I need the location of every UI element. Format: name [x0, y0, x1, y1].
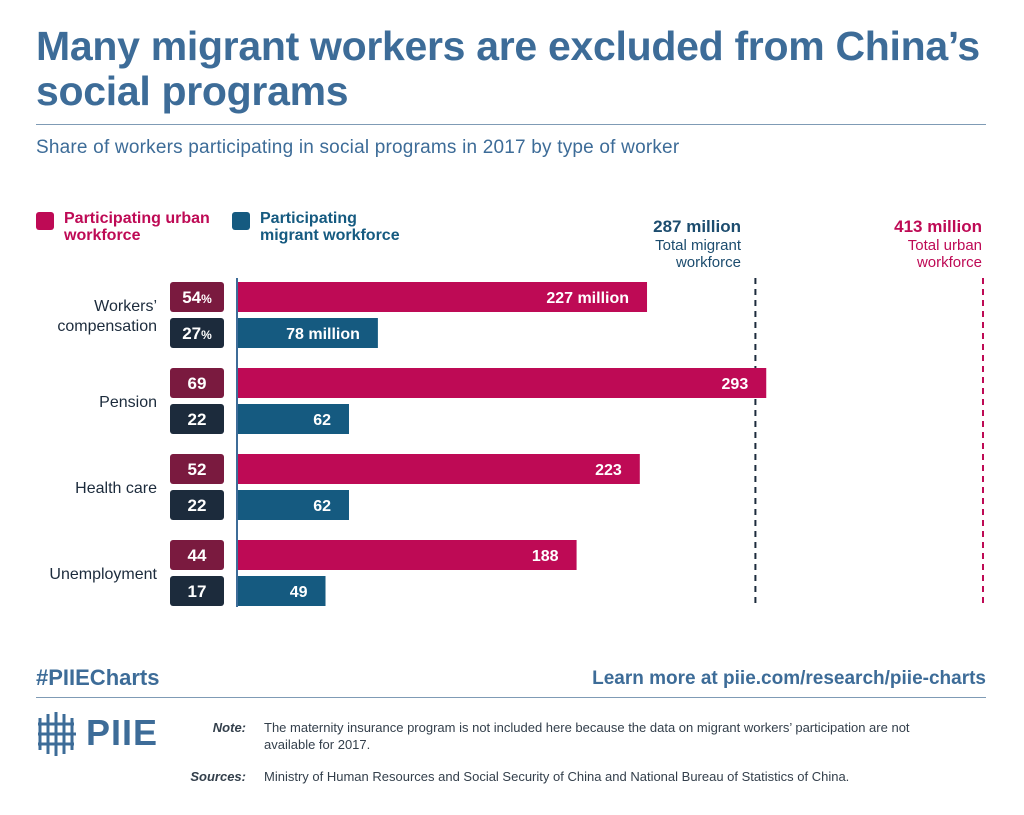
share-label-urban: 52: [188, 460, 207, 479]
footer-divider: [36, 697, 986, 698]
value-label-urban: 223: [595, 462, 622, 479]
bar-migrant: [237, 404, 349, 434]
note-row: Note: The maternity insurance program is…: [160, 719, 964, 753]
category-label: Workers’ compensation: [57, 298, 157, 335]
value-label-migrant: 49: [290, 584, 308, 601]
logo-text: PIIE: [86, 712, 159, 753]
legend-swatch-urban: [36, 212, 54, 230]
share-label-migrant: 22: [188, 496, 207, 515]
note-text: The maternity insurance program is not i…: [264, 720, 910, 752]
category-label: Unemployment: [49, 566, 157, 583]
bar-migrant: [237, 576, 326, 606]
bar-migrant: [237, 318, 378, 348]
bar-chart: Workers’ compensation 54% 227 million 27% 78 …: [49, 278, 984, 607]
share-badge-migrant: [170, 490, 224, 520]
legend-label-urban: Participating urban workforce: [64, 210, 210, 244]
value-label-migrant: 78 million: [286, 326, 360, 343]
bar-migrant: [237, 490, 349, 520]
ref-label-migrant: 287 million Total migrant workforce: [601, 218, 741, 271]
chart-subtitle: Share of workers participating in social…: [36, 137, 680, 158]
piie-logo: PIIE: [36, 710, 158, 756]
share-badge-urban: [170, 368, 224, 398]
legend-swatch-migrant: [232, 212, 250, 230]
legend-label-migrant: Participating migrant workforce: [260, 210, 400, 244]
bar-urban: [237, 454, 640, 484]
share-label-urban: 44: [188, 546, 207, 565]
share-label-urban: 69: [188, 374, 207, 393]
share-badge-migrant: [170, 318, 224, 348]
legend-item-migrant: Participating migrant workforce: [232, 210, 420, 244]
bar-urban: [237, 540, 577, 570]
share-badge-urban: [170, 454, 224, 484]
title-divider: [36, 124, 986, 125]
value-label-migrant: 62: [313, 498, 331, 515]
bar-urban: [237, 368, 767, 398]
globe-grid-icon: [38, 712, 76, 756]
sources-text: Ministry of Human Resources and Social S…: [264, 769, 850, 784]
value-label-urban: 227 million: [546, 290, 629, 307]
share-badge-urban: [170, 282, 224, 312]
share-label-urban: 54%: [182, 288, 212, 307]
ref-value-migrant: 287 million: [653, 217, 741, 236]
share-label-migrant: 22: [188, 410, 207, 429]
ref-value-urban: 413 million: [894, 217, 982, 236]
ref-caption-urban: Total urban workforce: [907, 237, 982, 271]
share-label-migrant: 17: [188, 582, 207, 601]
share-badge-migrant: [170, 404, 224, 434]
chart-title: Many migrant workers are excluded from C…: [36, 23, 980, 114]
ref-caption-migrant: Total migrant workforce: [655, 237, 741, 271]
share-label-migrant: 27%: [182, 324, 212, 343]
sources-row: Sources: Ministry of Human Resources and…: [160, 768, 964, 785]
ref-label-urban: 413 million Total urban workforce: [872, 218, 982, 271]
note-label: Note:: [212, 720, 246, 735]
learn-more-link[interactable]: Learn more at piie.com/research/piie-cha…: [592, 668, 986, 689]
value-label-urban: 293: [722, 376, 749, 393]
category-label: Health care: [75, 480, 157, 497]
legend-item-urban: Participating urban workforce: [36, 210, 224, 244]
sources-label: Sources:: [190, 769, 246, 784]
category-label: Pension: [99, 394, 157, 411]
share-badge-urban: [170, 540, 224, 570]
bar-urban: [237, 282, 648, 312]
value-label-migrant: 62: [313, 412, 331, 429]
value-label-urban: 188: [532, 548, 559, 565]
hashtag: #PIIECharts: [36, 665, 160, 690]
share-badge-migrant: [170, 576, 224, 606]
